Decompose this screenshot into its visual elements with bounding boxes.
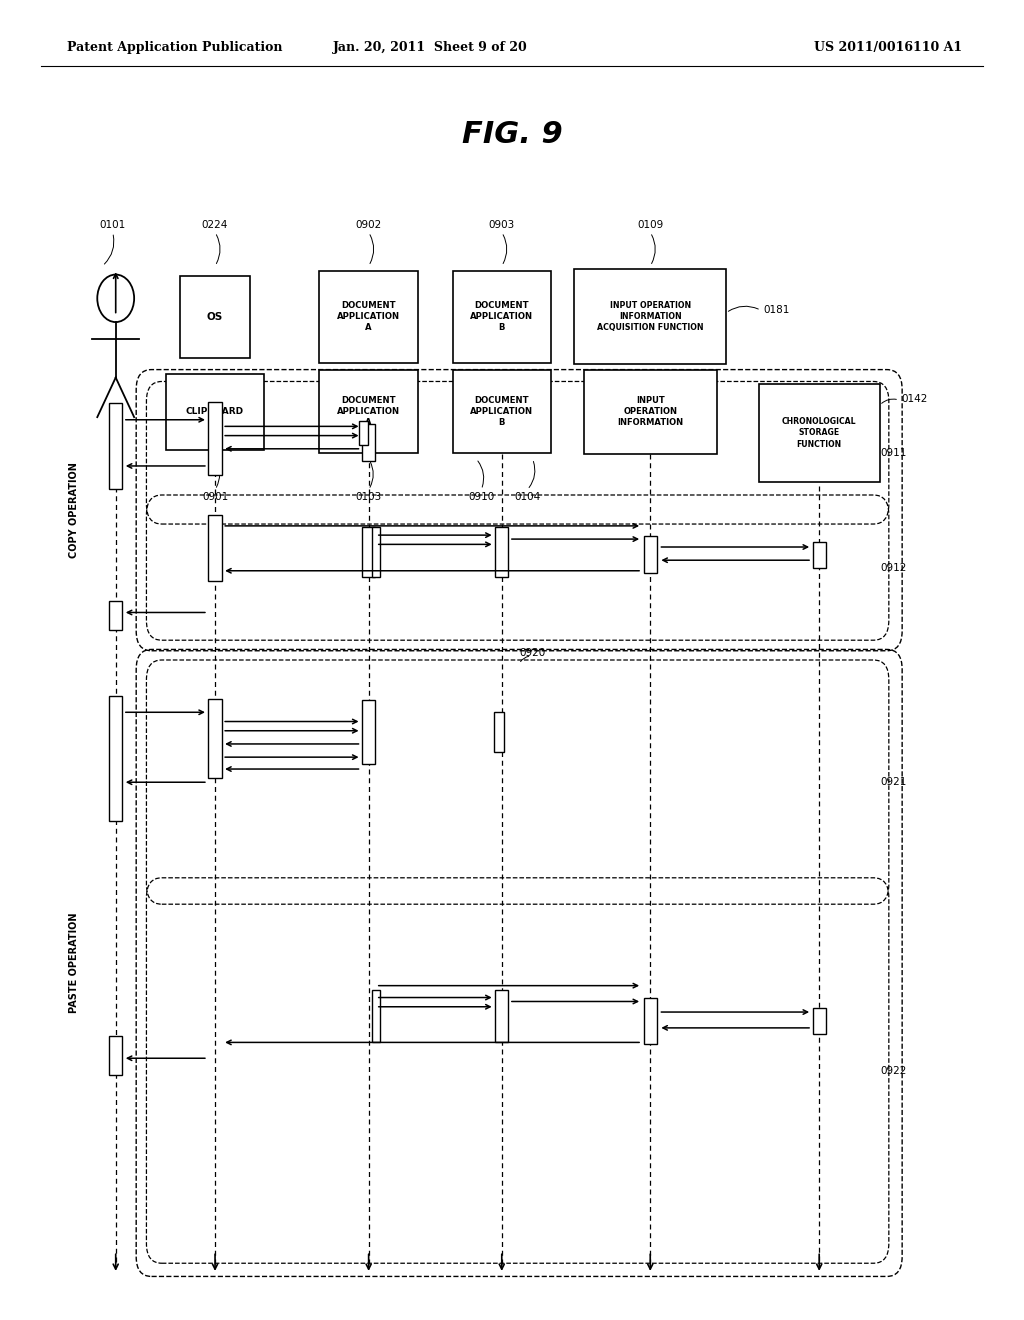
- Bar: [359, 421, 368, 445]
- Text: 0911: 0911: [881, 447, 907, 458]
- Bar: [362, 701, 375, 764]
- Text: 0109: 0109: [637, 219, 664, 230]
- FancyBboxPatch shape: [453, 271, 551, 363]
- Text: INPUT
OPERATION
INFORMATION: INPUT OPERATION INFORMATION: [617, 396, 683, 428]
- Text: 0902: 0902: [355, 219, 382, 230]
- Text: CHRONOLOGICAL
STORAGE
FUNCTION: CHRONOLOGICAL STORAGE FUNCTION: [782, 417, 856, 449]
- Bar: [496, 990, 508, 1043]
- Text: 0922: 0922: [881, 1065, 907, 1076]
- Text: COPY OPERATION: COPY OPERATION: [69, 462, 79, 558]
- Text: Jan. 20, 2011  Sheet 9 of 20: Jan. 20, 2011 Sheet 9 of 20: [333, 41, 527, 54]
- Bar: [496, 527, 508, 577]
- FancyBboxPatch shape: [319, 370, 418, 454]
- Text: 0103: 0103: [355, 492, 382, 503]
- Text: 0104: 0104: [514, 492, 541, 503]
- Text: 0903: 0903: [488, 219, 515, 230]
- Bar: [362, 527, 375, 577]
- FancyBboxPatch shape: [319, 271, 418, 363]
- Text: INPUT OPERATION
INFORMATION
ACQUISITION FUNCTION: INPUT OPERATION INFORMATION ACQUISITION …: [597, 301, 703, 333]
- Bar: [362, 424, 375, 461]
- Text: DOCUMENT
APPLICATION
B: DOCUMENT APPLICATION B: [470, 301, 534, 333]
- FancyBboxPatch shape: [759, 384, 880, 482]
- Text: PASTE OPERATION: PASTE OPERATION: [69, 912, 79, 1014]
- Text: DOCUMENT
APPLICATION
A: DOCUMENT APPLICATION A: [337, 396, 400, 428]
- FancyBboxPatch shape: [574, 269, 726, 364]
- Text: OS: OS: [207, 312, 223, 322]
- Text: DOCUMENT
APPLICATION
A: DOCUMENT APPLICATION A: [337, 301, 400, 333]
- Bar: [109, 403, 123, 488]
- Text: Patent Application Publication: Patent Application Publication: [67, 41, 282, 54]
- FancyBboxPatch shape: [166, 374, 264, 450]
- Text: 0181: 0181: [763, 305, 790, 315]
- Bar: [494, 713, 504, 752]
- Text: 0921: 0921: [881, 777, 907, 787]
- Bar: [644, 998, 657, 1044]
- Bar: [109, 1036, 123, 1076]
- Text: 0901: 0901: [202, 492, 228, 503]
- Text: 0912: 0912: [881, 562, 907, 573]
- Text: CLIPBOARD: CLIPBOARD: [186, 408, 244, 416]
- FancyBboxPatch shape: [180, 276, 250, 358]
- Text: 0910: 0910: [468, 492, 495, 503]
- Bar: [109, 696, 123, 821]
- Bar: [813, 1008, 826, 1035]
- Bar: [209, 515, 221, 581]
- Bar: [813, 541, 826, 568]
- Text: 0920: 0920: [519, 648, 546, 659]
- Bar: [372, 990, 380, 1043]
- Text: US 2011/0016110 A1: US 2011/0016110 A1: [814, 41, 963, 54]
- Bar: [644, 536, 657, 573]
- FancyBboxPatch shape: [584, 370, 717, 454]
- FancyBboxPatch shape: [453, 370, 551, 454]
- Bar: [209, 700, 221, 779]
- Bar: [372, 527, 380, 577]
- Text: 0224: 0224: [202, 219, 228, 230]
- Text: FIG. 9: FIG. 9: [462, 120, 562, 149]
- Bar: [109, 601, 123, 630]
- Text: 0142: 0142: [901, 393, 928, 404]
- Text: 0101: 0101: [99, 219, 126, 230]
- Text: DOCUMENT
APPLICATION
B: DOCUMENT APPLICATION B: [470, 396, 534, 428]
- Bar: [209, 401, 221, 474]
